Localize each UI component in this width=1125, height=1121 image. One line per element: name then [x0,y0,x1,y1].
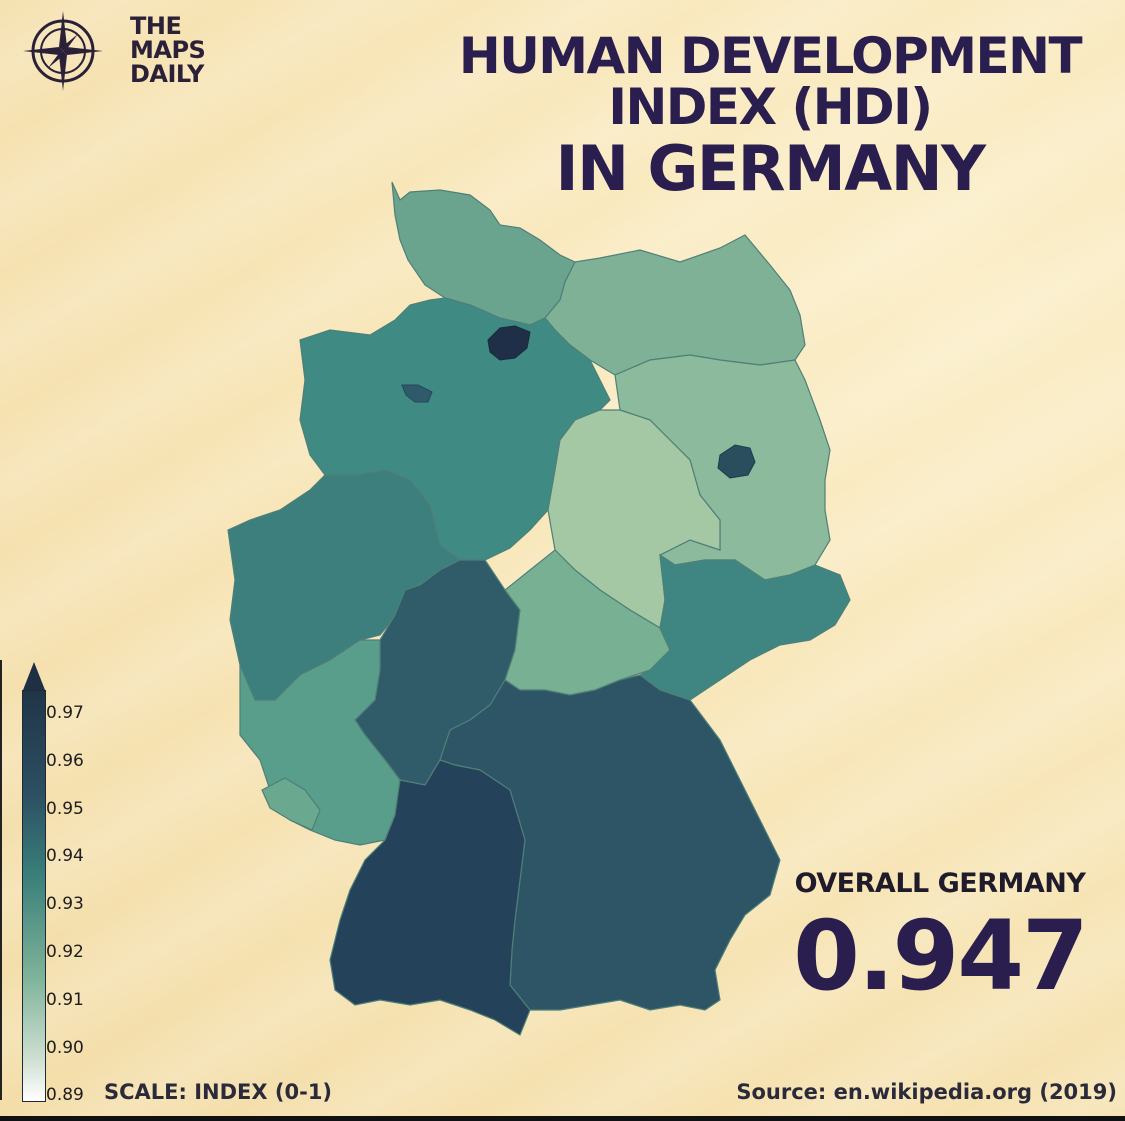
brand-logo: THE MAPS DAILY [18,6,206,96]
region-mecklenburg-vorpommern[interactable] [544,234,806,376]
region-hamburg[interactable] [487,325,531,361]
map-title: HUMAN DEVELOPMENT INDEX (HDI) IN GERMANY [440,30,1100,206]
legend-tick: 0.91 [46,990,84,1010]
legend-rule [0,660,2,1100]
title-line-2: INDEX (HDI) [608,78,933,136]
region-saxony[interactable] [638,553,851,701]
bottom-border [0,1116,1125,1121]
legend-arrow-icon [23,662,45,690]
brand-name: THE MAPS DAILY [130,12,206,88]
source-label: Source: en.wikipedia.org (2019) [736,1080,1117,1104]
region-saarland[interactable] [261,777,321,831]
title-line-1: HUMAN DEVELOPMENT [458,27,1083,85]
legend-tick: 0.93 [46,894,84,914]
legend-tick: 0.97 [46,703,84,723]
brand-line-2: MAPS [130,36,206,64]
brand-line-1: THE [130,12,182,40]
region-bremen[interactable] [401,384,433,403]
region-baden-wuerttemberg[interactable] [329,759,531,1036]
scale-label: SCALE: INDEX (0-1) [104,1080,333,1104]
region-thuringia[interactable] [504,549,671,696]
legend-tick: 0.89 [46,1085,84,1105]
legend-color-bar [22,690,46,1102]
legend-tick: 0.90 [46,1038,84,1058]
legend-tick: 0.94 [46,846,84,866]
legend-tick: 0.96 [46,751,84,771]
legend-tick: 0.95 [46,799,84,819]
overall-value: 0.947 [793,900,1089,1012]
legend-tick: 0.92 [46,942,84,962]
overall-label: OVERALL GERMANY [794,868,1086,899]
region-berlin[interactable] [717,444,756,479]
compass-icon [23,11,103,91]
brand-line-3: DAILY [130,60,204,88]
title-line-3: IN GERMANY [555,132,987,205]
